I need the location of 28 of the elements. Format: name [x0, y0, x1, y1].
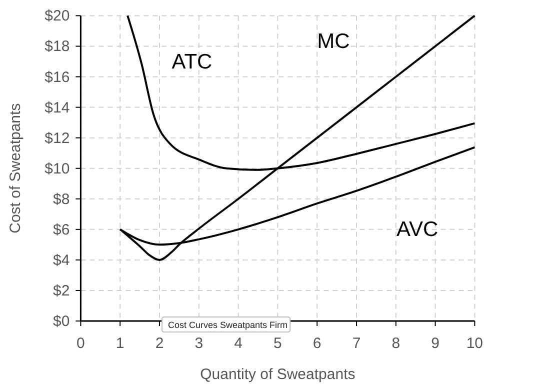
y-axis-title: Cost of Sweatpants: [7, 103, 24, 234]
y-tick-label: $8: [53, 190, 70, 208]
x-tick-label: 2: [155, 335, 164, 352]
x-tick-label: 6: [312, 335, 322, 352]
series-label: AVC: [396, 218, 438, 241]
y-tick-label: $12: [44, 130, 70, 147]
x-tick-label: 7: [352, 335, 361, 352]
x-tick-label: 8: [392, 335, 400, 352]
y-tick-label: $10: [44, 160, 70, 178]
text: MC: [317, 30, 350, 53]
series-label: ATC: [172, 50, 212, 74]
y-tick-label: $18: [44, 38, 70, 56]
x-axis-title: Quantity of Sweatpants: [200, 366, 356, 383]
y-tick-label: $4: [53, 252, 70, 269]
x-tick-label: 0: [76, 335, 85, 352]
x-tick-label: 10: [466, 335, 484, 352]
y-tick-label: $14: [44, 99, 70, 116]
x-tick-label: 5: [274, 335, 282, 352]
annotation: Cost Curves Sweatpants Firm: [168, 320, 288, 330]
y-tick-label: $16: [44, 68, 70, 86]
x-tick-label: 1: [116, 335, 124, 352]
y-tick-label: $20: [44, 8, 70, 25]
y-tick-label: $0: [53, 313, 70, 330]
x-tick-label: 3: [194, 335, 204, 352]
y-tick-label: $6: [53, 221, 70, 238]
x-tick-label: 9: [431, 335, 440, 352]
y-tick-label: $2: [53, 282, 70, 300]
x-tick-label: 4: [234, 335, 242, 352]
